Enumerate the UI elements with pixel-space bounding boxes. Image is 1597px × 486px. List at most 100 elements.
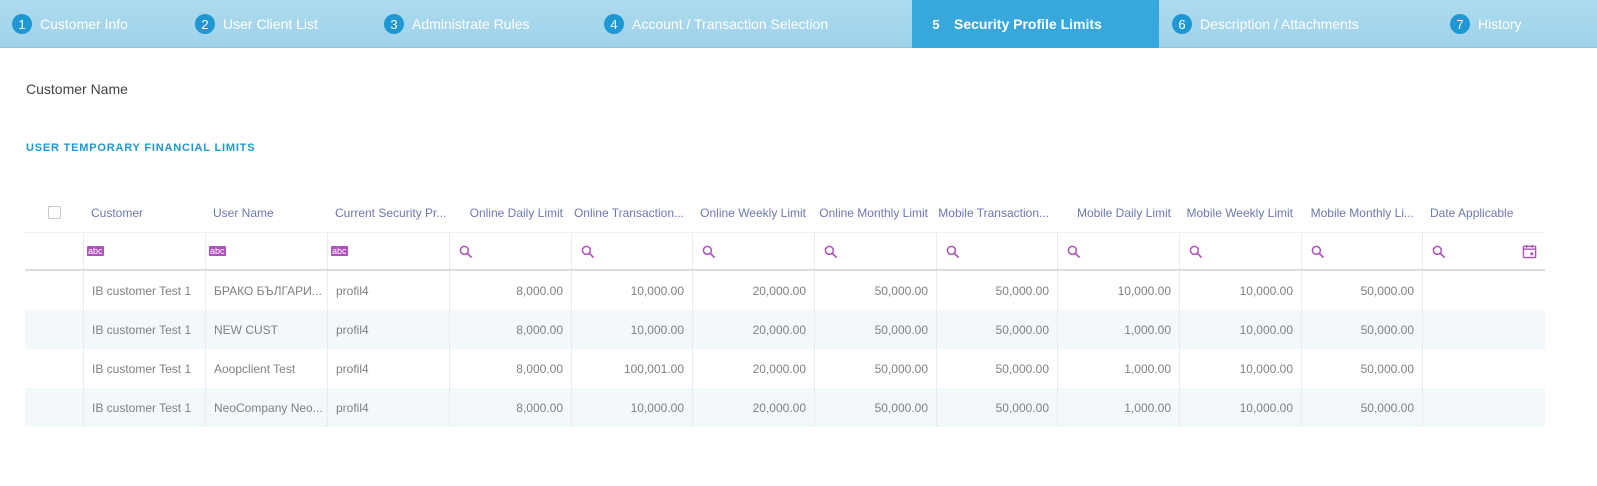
column-filter[interactable] [814,233,936,269]
search-icon[interactable] [1189,245,1202,258]
search-icon[interactable] [824,245,837,258]
column-header-label: Mobile Transaction... [938,205,1049,220]
tab-number: 1 [12,14,32,34]
table-cell: 10,000.00 [1179,349,1301,388]
table-cell: 1,000.00 [1057,349,1179,388]
table-row[interactable]: IB customer Test 1 NeoCompany Neo... profi… [25,388,1545,427]
column-header[interactable]: Current Security Pr... [327,193,449,232]
table-cell: 50,000.00 [1301,349,1422,388]
table-cell: NEW CUST [205,310,327,349]
tab-history[interactable]: 7 History [1437,0,1597,48]
table-cell: IB customer Test 1 [83,388,205,427]
table-cell [1422,310,1545,349]
column-header[interactable]: Online Transaction... [571,193,692,232]
tab-account-transaction-selection[interactable]: 4 Account / Transaction Selection [590,0,912,48]
table-cell: 10,000.00 [571,388,692,427]
table-cell: 20,000.00 [692,349,814,388]
column-filter[interactable] [1301,233,1422,269]
tab-customer-info[interactable]: 1 Customer Info [0,0,182,48]
column-filter[interactable]: abc [205,233,327,269]
column-header[interactable]: User Name [205,193,327,232]
grid-body: IB customer Test 1 БРАКО БЪЛГАРИ... profil… [25,271,1545,427]
limits-grid: Customer User Name Current Security Pr... O… [25,193,1545,427]
column-header-label: Mobile Weekly Limit [1186,205,1293,220]
column-filter[interactable] [449,233,571,269]
table-cell: БРАКО БЪЛГАРИ... [205,271,327,310]
tab-number: 2 [195,14,215,34]
column-header-label: Mobile Monthly Li... [1310,205,1414,220]
abc-filter-icon[interactable]: abc [209,246,226,256]
tab-user-client-list[interactable]: 2 User Client List [182,0,370,48]
search-icon[interactable] [1311,245,1324,258]
section-title: USER TEMPORARY FINANCIAL LIMITS [26,142,256,154]
column-header[interactable]: Mobile Transaction... [936,193,1057,232]
select-all-checkbox[interactable] [48,206,61,219]
tab-label: User Client List [223,16,318,32]
table-cell: 20,000.00 [692,388,814,427]
table-cell: 8,000.00 [449,388,571,427]
search-icon[interactable] [1432,245,1445,258]
table-cell: 10,000.00 [571,310,692,349]
wizard-tabs: 1 Customer Info 2 User Client List 3 Adm… [0,0,1597,48]
column-filter[interactable] [571,233,692,269]
calendar-icon[interactable] [1522,244,1537,259]
table-cell: profil4 [327,388,449,427]
search-icon[interactable] [1067,245,1080,258]
tab-number: 3 [384,14,404,34]
table-cell: 10,000.00 [571,271,692,310]
column-filter[interactable] [692,233,814,269]
column-filter[interactable] [936,233,1057,269]
table-cell: IB customer Test 1 [83,349,205,388]
column-header[interactable]: Online Weekly Limit [692,193,814,232]
abc-filter-icon[interactable]: abc [331,246,348,256]
table-row[interactable]: IB customer Test 1 NEW CUST profil4 8,000.0… [25,310,1545,349]
tab-number: 7 [1450,14,1470,34]
search-icon[interactable] [946,245,959,258]
column-header[interactable]: Online Daily Limit [449,193,571,232]
search-icon[interactable] [702,245,715,258]
column-header[interactable]: Customer [83,193,205,232]
abc-filter-icon[interactable]: abc [87,246,104,256]
column-filter[interactable] [1057,233,1179,269]
tab-label: Customer Info [40,16,128,32]
table-cell: profil4 [327,349,449,388]
column-header[interactable]: Date Applicable [1422,193,1545,232]
column-filter[interactable] [1422,233,1545,269]
table-cell: 1,000.00 [1057,388,1179,427]
table-cell: 50,000.00 [936,271,1057,310]
column-filter[interactable]: abc [83,233,205,269]
tab-number: 6 [1172,14,1192,34]
column-header[interactable]: Mobile Daily Limit [1057,193,1179,232]
tab-label: Security Profile Limits [954,16,1102,32]
table-cell: 50,000.00 [936,310,1057,349]
column-filter[interactable]: abc [327,233,449,269]
customer-name-label: Customer Name [26,81,128,97]
tab-label: Administrate Rules [412,16,530,32]
tab-security-profile-limits[interactable]: 5 Security Profile Limits [912,0,1159,48]
search-icon[interactable] [459,245,472,258]
table-row[interactable]: IB customer Test 1 Aoopclient Test profil4… [25,349,1545,388]
column-header-label: Online Monthly Limit [819,205,928,220]
tab-administrate-rules[interactable]: 3 Administrate Rules [370,0,590,48]
column-header[interactable]: Online Monthly Limit [814,193,936,232]
column-header[interactable]: Mobile Monthly Li... [1301,193,1422,232]
search-icon[interactable] [581,245,594,258]
column-filter[interactable] [1179,233,1301,269]
table-cell: 50,000.00 [814,271,936,310]
table-cell [1422,388,1545,427]
table-cell: 50,000.00 [814,310,936,349]
column-header-label: User Name [213,205,274,220]
table-cell: 20,000.00 [692,310,814,349]
column-header-label: Online Daily Limit [469,205,563,220]
table-cell: IB customer Test 1 [83,310,205,349]
table-cell: profil4 [327,271,449,310]
column-header-label: Online Weekly Limit [700,205,806,220]
table-row[interactable]: IB customer Test 1 БРАКО БЪЛГАРИ... profil… [25,271,1545,310]
tab-description-attachments[interactable]: 6 Description / Attachments [1159,0,1437,48]
column-header[interactable]: Mobile Weekly Limit [1179,193,1301,232]
tab-number: 4 [604,14,624,34]
table-cell: IB customer Test 1 [83,271,205,310]
table-cell: Aoopclient Test [205,349,327,388]
table-cell: 100,001.00 [571,349,692,388]
table-cell: NeoCompany Neo... [205,388,327,427]
